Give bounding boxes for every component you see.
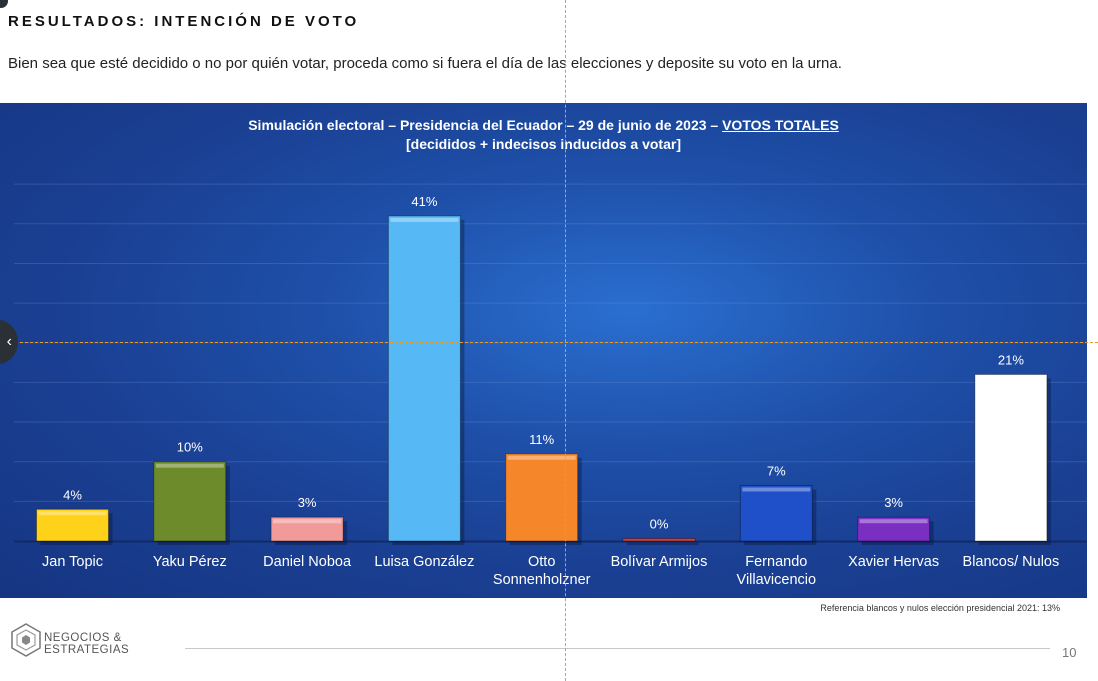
bar-highlight [976, 376, 1045, 381]
bar-chart: 4% Jan Topic 10% Yaku Pérez 3% Daniel Noboa 41… [14, 183, 1087, 588]
x-tick-label: Luisa González [374, 554, 474, 570]
company-name-line1: NEGOCIOS & [44, 632, 122, 644]
bar-highlight [155, 463, 224, 468]
data-label: 10% [177, 440, 203, 455]
bar [36, 508, 109, 542]
corner-handle[interactable] [0, 0, 8, 8]
bar [857, 516, 931, 542]
chart-panel: 4% Jan Topic 10% Yaku Pérez 3% Daniel Noboa 41… [0, 103, 1087, 598]
chevron-left-icon: ‹ [6, 333, 12, 350]
x-tick-label: Otto [528, 554, 555, 570]
data-label: 0% [650, 517, 669, 532]
bar [153, 461, 227, 542]
bar [505, 453, 579, 542]
x-tick-label: Jan Topic [42, 554, 103, 570]
data-label: 41% [411, 194, 437, 209]
x-tick-label: Bolívar Armijos [611, 554, 708, 570]
bar-highlight [273, 519, 342, 524]
data-label: 3% [884, 495, 903, 510]
bar-highlight [507, 455, 576, 460]
data-label: 7% [767, 463, 786, 478]
company-name: NEGOCIOS & ESTRATEGIAS [44, 632, 129, 656]
data-label: 21% [998, 352, 1024, 367]
chart-title-text: Simulación electoral – Presidencia del E… [248, 117, 723, 133]
bar [270, 516, 344, 542]
vertical-guide-line [565, 0, 566, 681]
data-label: 4% [63, 487, 82, 502]
x-tick-label: Blancos/ Nulos [963, 554, 1060, 570]
bar-highlight [742, 487, 811, 492]
chart-title-underlined: VOTOS TOTALES [722, 117, 839, 133]
chart-subtitle: [decididos + indecisos inducidos a votar… [405, 136, 681, 152]
bar-highlight [38, 511, 107, 516]
page-number: 10 [1062, 645, 1077, 660]
page-subtitle: Bien sea que esté decidido o no por quié… [8, 55, 842, 72]
bar-highlight [859, 519, 928, 524]
footer-divider [185, 648, 1050, 649]
reference-note: Referencia blancos y nulos elección pres… [820, 603, 1060, 613]
data-label: 3% [298, 495, 317, 510]
x-tick-label: Daniel Noboa [263, 554, 352, 570]
bar [739, 484, 813, 542]
page-title: RESULTADOS: INTENCIÓN DE VOTO [8, 13, 360, 30]
hexagon-logo-icon [11, 623, 41, 657]
x-tick-label: Yaku Pérez [153, 554, 227, 570]
bar-highlight [390, 217, 459, 222]
x-tick-label: Xavier Hervas [848, 554, 939, 570]
data-label: 11% [529, 432, 554, 447]
x-tick-label: Villavicencio [737, 572, 817, 588]
bar [387, 215, 461, 542]
x-tick-label: Fernando [745, 554, 807, 570]
horizontal-guide-line [0, 342, 1098, 343]
left-handle[interactable]: ‹ [0, 320, 18, 364]
chart-title: Simulación electoral – Presidencia del E… [0, 116, 1087, 154]
bar-shadow [627, 542, 699, 545]
bar [622, 538, 696, 542]
x-tick-label: Sonnenholzner [493, 572, 591, 588]
bar [974, 373, 1048, 542]
company-name-line2: ESTRATEGIAS [44, 644, 130, 656]
